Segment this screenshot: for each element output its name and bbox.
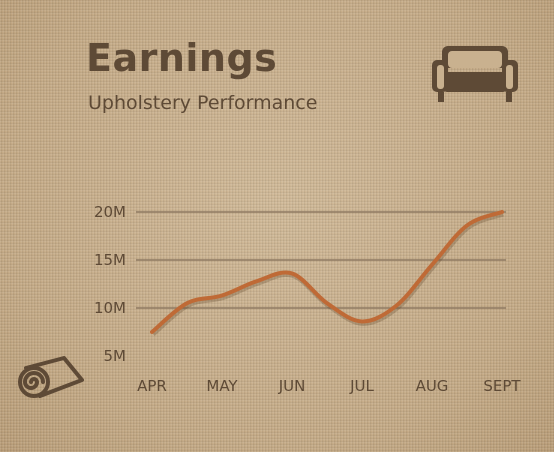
x-tick-label: MAY (206, 377, 238, 395)
chart-title: Earnings (86, 36, 278, 80)
x-tick-label: APR (137, 377, 167, 395)
y-tick-label: 10M (94, 299, 126, 317)
y-tick-label: 15M (94, 251, 126, 269)
x-tick-label: JUL (349, 377, 374, 395)
sofa-icon (432, 46, 518, 102)
rolled-rug-icon (18, 356, 84, 398)
series-line-shadow (151, 211, 504, 336)
y-tick-label: 5M (104, 347, 127, 365)
y-tick-label: 20M (94, 203, 126, 221)
x-tick-label: SEPT (483, 377, 521, 395)
series-line (150, 210, 504, 334)
chart-subtitle: Upholstery Performance (88, 92, 318, 114)
x-tick-label: JUN (278, 377, 306, 395)
x-tick-label: AUG (416, 377, 449, 395)
